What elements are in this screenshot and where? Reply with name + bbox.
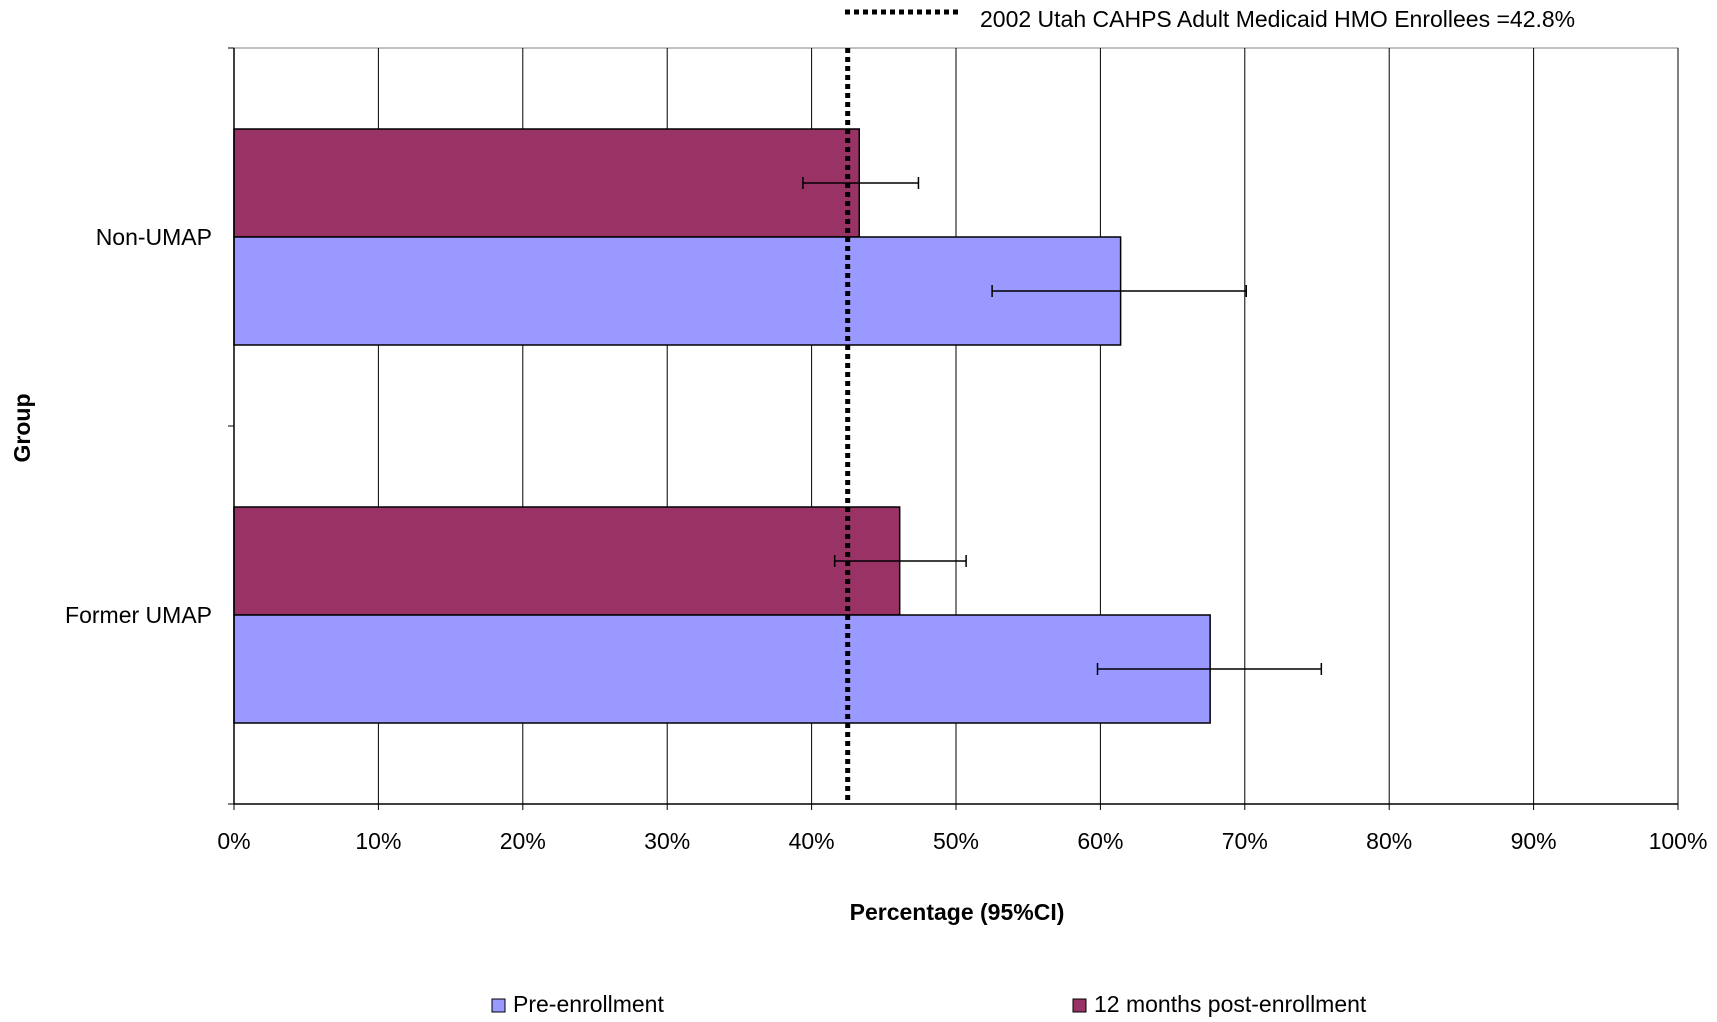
bar <box>233 614 1211 724</box>
legend-label-post: 12 months post-enrollment <box>1094 991 1367 1017</box>
x-tick-label: 80% <box>1366 828 1412 854</box>
x-tick-label: 60% <box>1077 828 1123 854</box>
legend-label-pre: Pre-enrollment <box>513 991 664 1017</box>
errorbar-layer <box>802 177 1323 675</box>
x-tick-label: 40% <box>789 828 835 854</box>
y-tick-label: Former UMAP <box>65 602 212 628</box>
bar <box>233 236 1122 346</box>
y-tick-label: Non-UMAP <box>96 224 212 250</box>
bar <box>233 128 861 238</box>
y-axis-title: Group <box>9 394 35 463</box>
x-tick-label: 50% <box>933 828 979 854</box>
bars-layer <box>233 128 1211 724</box>
x-tick-label: 10% <box>355 828 401 854</box>
x-tick-label: 0% <box>217 828 250 854</box>
x-tick-label: 30% <box>644 828 690 854</box>
reference-legend-label: 2002 Utah CAHPS Adult Medicaid HMO Enrol… <box>980 6 1575 32</box>
x-tick-label: 100% <box>1649 828 1708 854</box>
legend-swatch-pre <box>491 998 506 1013</box>
x-axis-title: Percentage (95%CI) <box>850 899 1065 925</box>
bar <box>233 506 901 616</box>
x-tick-label: 90% <box>1511 828 1557 854</box>
x-tick-label: 70% <box>1222 828 1268 854</box>
legend-swatch-post <box>1072 998 1087 1013</box>
axis-layer: 0% 10% 20% 30% 40% 50% 60% 70% 80% 90% 100% Non-UMA… <box>65 47 1708 854</box>
x-tick-label: 20% <box>500 828 546 854</box>
